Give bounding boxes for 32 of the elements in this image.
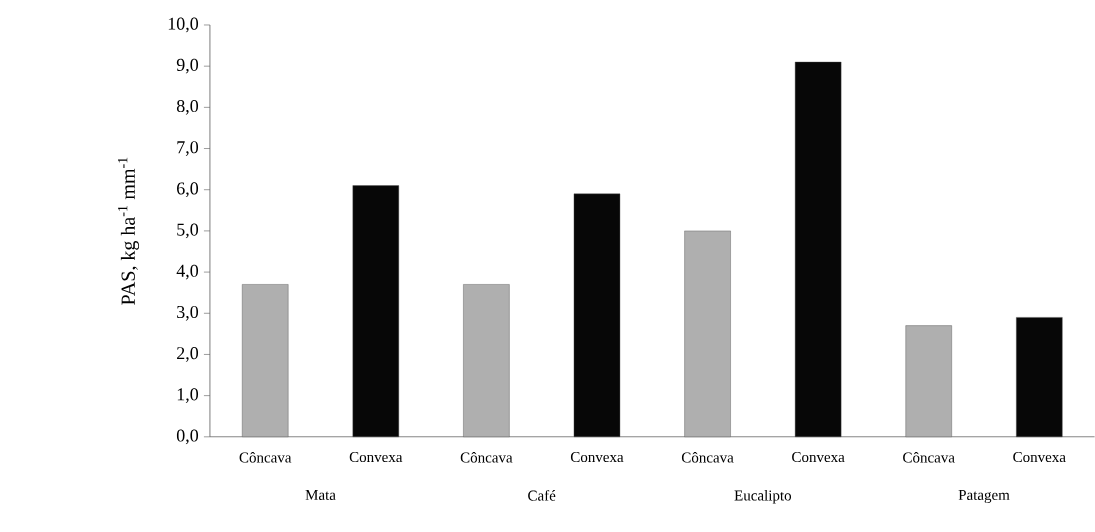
- y-tick-label: 5,0: [177, 223, 199, 239]
- y-tick-label: 3,0: [177, 306, 199, 321]
- bar: [905, 325, 952, 438]
- y-axis-title: PAS, kg ha$^{-1}$ mm$^{-1}$: [118, 157, 140, 305]
- y-tick-label: 6,0: [177, 182, 199, 198]
- x-tick-label: Convexa: [349, 452, 403, 463]
- y-tick-label: 8,0: [176, 100, 199, 115]
- y-tick-label: 9,0: [176, 58, 199, 74]
- x-tick-label: Côncava: [239, 452, 292, 463]
- y-tick-label: 10,0: [168, 17, 199, 33]
- text: Café: [528, 490, 556, 501]
- x-tick-label: Convexa: [792, 452, 845, 463]
- y-tick-label: 0,0: [176, 429, 199, 445]
- y-tick-label: 4,0: [176, 264, 199, 280]
- text: Patagem: [958, 490, 1010, 504]
- y-tick-label: 2,0: [177, 347, 199, 362]
- bar: [463, 284, 510, 438]
- bar: [1016, 317, 1063, 438]
- y-tick-label: 7,0: [177, 141, 199, 156]
- x-tick-label: Convexa: [570, 452, 624, 463]
- y-tick-label: 1,0: [177, 388, 199, 404]
- bar: [573, 193, 621, 438]
- bar: [242, 284, 289, 438]
- text: Eucalipto: [734, 490, 792, 504]
- x-tick-label: Convexa: [1013, 452, 1066, 463]
- bar: [352, 185, 399, 438]
- x-tick-label: Côncava: [460, 452, 513, 463]
- x-tick-label: Côncava: [903, 452, 955, 463]
- bar: [684, 230, 731, 438]
- bar: [794, 61, 842, 438]
- text: Mata: [305, 490, 336, 501]
- x-tick-label: Côncava: [681, 452, 734, 463]
